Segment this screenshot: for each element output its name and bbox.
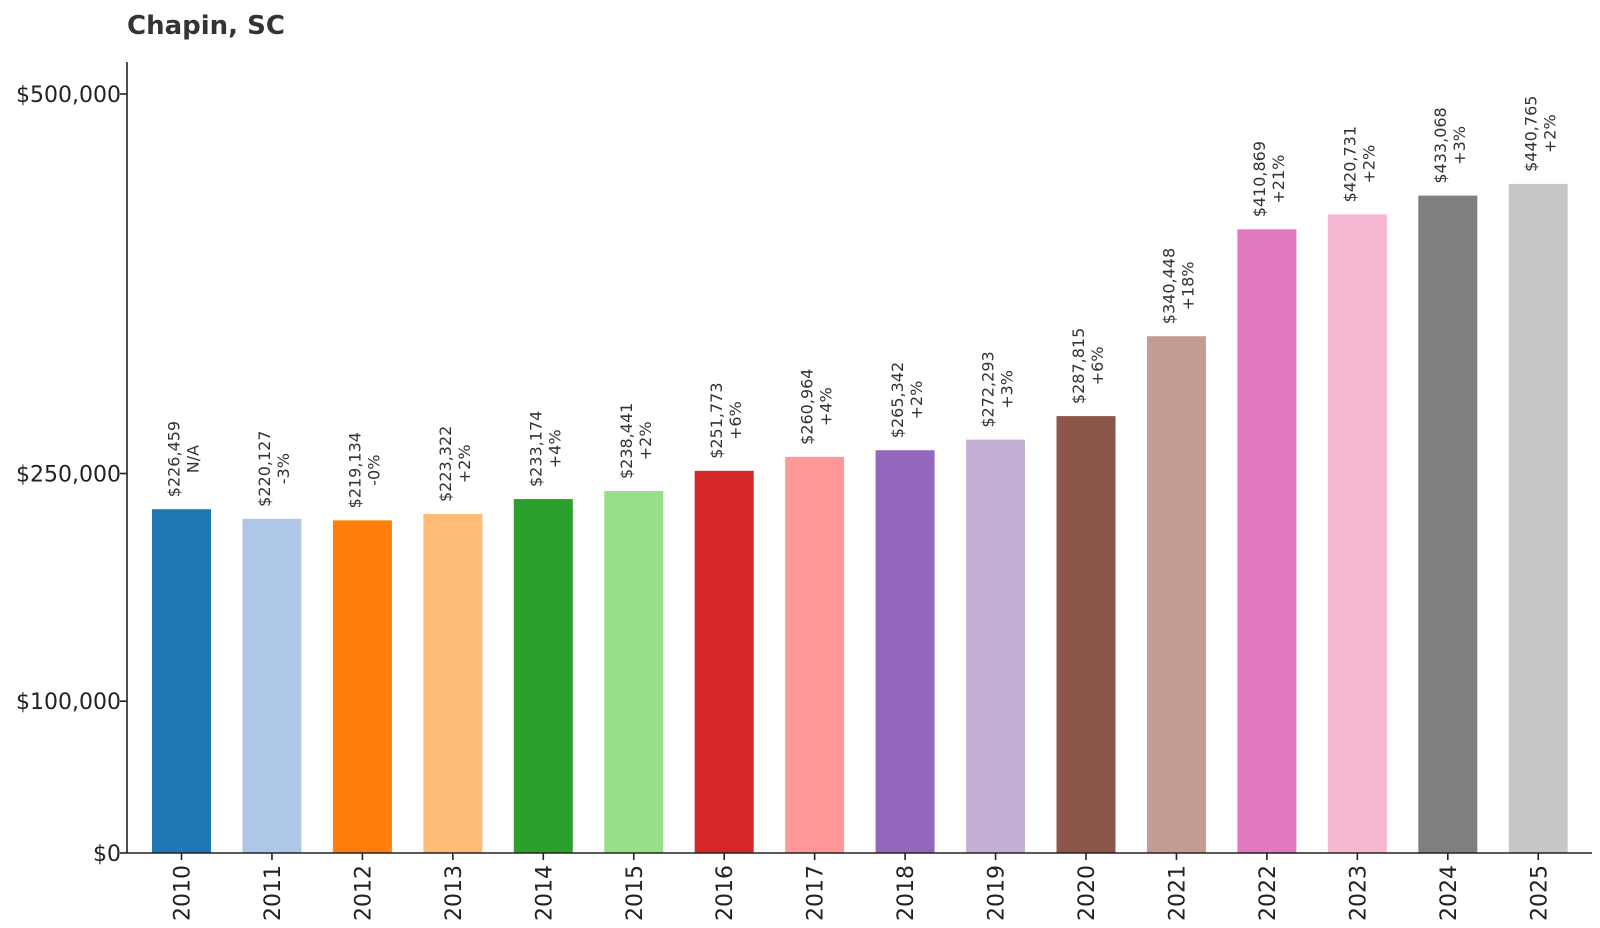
y-tick-label: $500,000 xyxy=(16,83,121,108)
value-label-2011: $220,127 xyxy=(255,431,274,507)
value-label-2012: $219,134 xyxy=(345,432,364,508)
bar-2015 xyxy=(604,491,664,853)
bar-2019 xyxy=(966,439,1026,853)
value-label-2014: $233,174 xyxy=(526,411,545,487)
x-tick-label-2023: 2023 xyxy=(1346,865,1371,921)
bar-2024 xyxy=(1418,195,1478,853)
value-label-2023: $420,731 xyxy=(1340,126,1359,202)
value-label-2017: $260,964 xyxy=(798,369,817,445)
change-label-2021: +18% xyxy=(1178,262,1197,311)
x-tick-label-2013: 2013 xyxy=(442,865,467,921)
x-tick-label-2018: 2018 xyxy=(894,865,919,921)
chart-title: Chapin, SC xyxy=(127,11,285,41)
x-tick-label-2015: 2015 xyxy=(623,865,648,921)
bar-2023 xyxy=(1327,214,1387,854)
x-tick-label-2022: 2022 xyxy=(1256,865,1281,921)
bar-2017 xyxy=(785,456,845,853)
x-tick-label-2010: 2010 xyxy=(171,865,196,921)
bar-2010 xyxy=(152,509,211,853)
change-label-2016: +6% xyxy=(726,401,745,440)
value-label-2010: $226,459 xyxy=(165,421,184,497)
y-tick-label: $250,000 xyxy=(16,463,121,488)
y-axis-ticks: $0 $100,000 $250,000 $500,000 xyxy=(16,83,127,867)
value-label-2024: $433,068 xyxy=(1431,107,1450,183)
change-label-2025: +2% xyxy=(1540,114,1559,153)
bar-2013 xyxy=(423,513,483,853)
value-label-2021: $340,448 xyxy=(1159,248,1178,324)
x-tick-label-2020: 2020 xyxy=(1075,865,1100,921)
y-tick-label: $0 xyxy=(93,842,121,867)
change-label-2018: +2% xyxy=(907,381,926,420)
bar-2022 xyxy=(1237,229,1297,854)
value-label-2020: $287,815 xyxy=(1069,328,1088,404)
x-tick-label-2016: 2016 xyxy=(713,865,738,921)
data-labels: $226,459 N/A $220,127 -3% $219,134 -0% $223,32… xyxy=(165,96,1560,509)
x-tick-label-2014: 2014 xyxy=(532,865,557,921)
change-label-2020: +6% xyxy=(1088,347,1107,386)
bar-2021 xyxy=(1146,336,1206,853)
value-label-2018: $265,342 xyxy=(888,362,907,438)
x-tick-label-2021: 2021 xyxy=(1165,865,1190,921)
value-label-2016: $251,773 xyxy=(707,382,726,458)
y-tick-label: $100,000 xyxy=(16,690,121,715)
change-label-2011: -3% xyxy=(274,453,293,484)
change-label-2024: +3% xyxy=(1450,126,1469,165)
x-axis-ticks: 2010 2011 2012 2013 2014 2015 2016 2017 2018 2019… xyxy=(171,853,1552,921)
value-label-2015: $238,441 xyxy=(617,403,636,479)
value-label-2025: $440,765 xyxy=(1521,96,1540,172)
x-tick-label-2017: 2017 xyxy=(804,865,829,921)
change-label-2023: +2% xyxy=(1359,145,1378,184)
bar-2014 xyxy=(513,499,573,853)
change-label-2017: +4% xyxy=(817,387,836,426)
change-label-2019: +3% xyxy=(998,370,1017,409)
x-tick-label-2011: 2011 xyxy=(261,865,286,921)
change-label-2012: -0% xyxy=(364,455,383,486)
x-tick-label-2012: 2012 xyxy=(351,865,376,921)
bar-2018 xyxy=(875,450,935,853)
value-label-2013: $223,322 xyxy=(436,426,455,502)
bars xyxy=(152,183,1568,854)
change-label-2015: +2% xyxy=(636,421,655,460)
value-label-2022: $410,869 xyxy=(1250,141,1269,217)
value-label-2019: $272,293 xyxy=(979,351,998,427)
bar-2016 xyxy=(694,470,754,853)
change-label-2010: N/A xyxy=(184,445,203,473)
bar-2011 xyxy=(242,518,302,853)
change-label-2013: +2% xyxy=(455,444,474,483)
bar-2012 xyxy=(332,520,392,853)
bar-2025 xyxy=(1508,183,1568,854)
bar-2020 xyxy=(1056,416,1116,853)
change-label-2014: +4% xyxy=(545,429,564,468)
x-tick-label-2025: 2025 xyxy=(1527,865,1552,921)
x-tick-label-2019: 2019 xyxy=(985,865,1010,921)
x-tick-label-2024: 2024 xyxy=(1437,865,1462,921)
change-label-2022: +21% xyxy=(1269,155,1288,204)
